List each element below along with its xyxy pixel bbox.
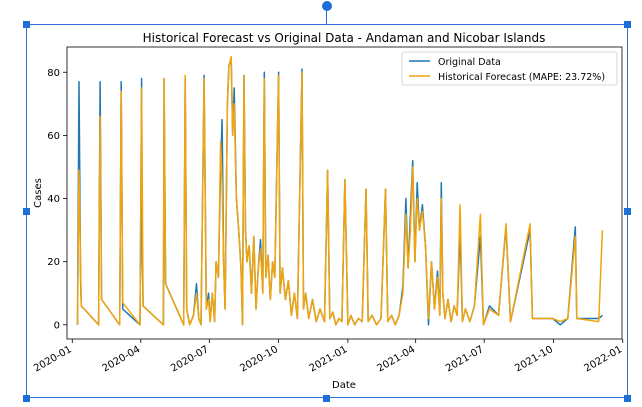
y-axis-label: Cases: [33, 178, 44, 208]
x-tick-label: 2021-10: [513, 344, 555, 374]
resize-handle-mid-left[interactable]: [23, 208, 30, 215]
legend-box: [401, 51, 618, 86]
x-tick-label: 2020-04: [101, 344, 143, 374]
x-tick-label: 2021-07: [444, 344, 486, 374]
x-axis: 2020-01 2020-04 2020-07 2020-10 2021-01 2021-…: [32, 339, 624, 374]
resize-handle-bottom-left[interactable]: [23, 395, 30, 402]
resize-handle-bottom-right[interactable]: [624, 395, 631, 402]
legend-label-forecast: Historical Forecast (MAPE: 23.72%): [438, 72, 605, 83]
chart-title: Historical Forecast vs Original Data - A…: [143, 31, 546, 45]
resize-handle-mid-right[interactable]: [624, 208, 631, 215]
resize-handle-top-right[interactable]: [624, 21, 631, 28]
rotation-stem: [326, 10, 327, 25]
resize-handle-top-left[interactable]: [23, 21, 30, 28]
x-tick-label: 2020-10: [238, 344, 280, 374]
x-tick-label: 2022-01: [583, 344, 625, 374]
y-tick-label: 0: [54, 320, 60, 331]
legend: Original Data Historical Forecast (MAPE:…: [401, 51, 618, 86]
y-tick-label: 80: [47, 68, 60, 79]
legend-label-original: Original Data: [438, 57, 501, 68]
x-axis-label: Date: [332, 380, 356, 391]
y-axis: 0 20 40 60 80: [47, 68, 67, 331]
x-tick-label: 2021-04: [375, 344, 417, 374]
resize-handle-bottom-mid[interactable]: [323, 395, 330, 402]
series-layer: [76, 55, 604, 326]
y-tick-label: 20: [47, 257, 60, 268]
x-tick-label: 2020-07: [169, 344, 211, 374]
rotate-handle[interactable]: [322, 1, 332, 11]
series-line-historical-forecast: [76, 55, 604, 326]
y-tick-label: 40: [47, 194, 60, 205]
y-tick-label: 60: [47, 131, 60, 142]
x-tick-label: 2020-01: [32, 344, 74, 374]
x-tick-label: 2021-01: [308, 344, 350, 374]
